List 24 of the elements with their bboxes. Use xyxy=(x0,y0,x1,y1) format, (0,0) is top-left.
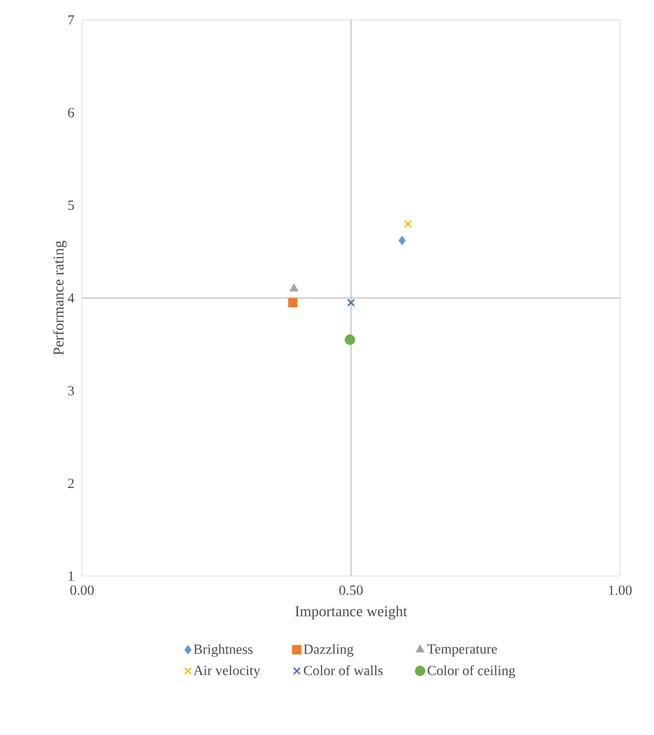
legend-label: Color of walls xyxy=(304,665,383,676)
y-tick-label: 6 xyxy=(68,108,74,118)
point xyxy=(398,236,406,246)
y-tick-label: 5 xyxy=(68,200,74,210)
y-axis-title: Performance rating xyxy=(52,240,67,356)
point xyxy=(288,298,298,308)
point xyxy=(289,284,298,292)
x-tick-label: 1.00 xyxy=(609,586,632,595)
x-axis-title: Importance weight xyxy=(295,606,408,620)
point xyxy=(344,334,356,345)
y-tick-label: 2 xyxy=(68,478,74,488)
legend-label: Dazzling xyxy=(304,644,354,657)
legend-label: Temperature xyxy=(427,644,497,656)
legend-label: Color of ceiling xyxy=(428,665,516,678)
x-tick-label: 0.00 xyxy=(70,586,94,595)
y-tick-label: 4 xyxy=(68,293,74,303)
y-tick-label: 3 xyxy=(68,386,74,396)
legend-label: Air velocity xyxy=(193,665,260,678)
y-tick-label: 1 xyxy=(68,571,74,581)
point xyxy=(347,298,355,307)
legend-label: Brightness xyxy=(194,644,252,657)
point xyxy=(404,220,412,228)
x-tick-label: 0.50 xyxy=(339,586,363,595)
y-tick-label: 7 xyxy=(68,15,74,25)
